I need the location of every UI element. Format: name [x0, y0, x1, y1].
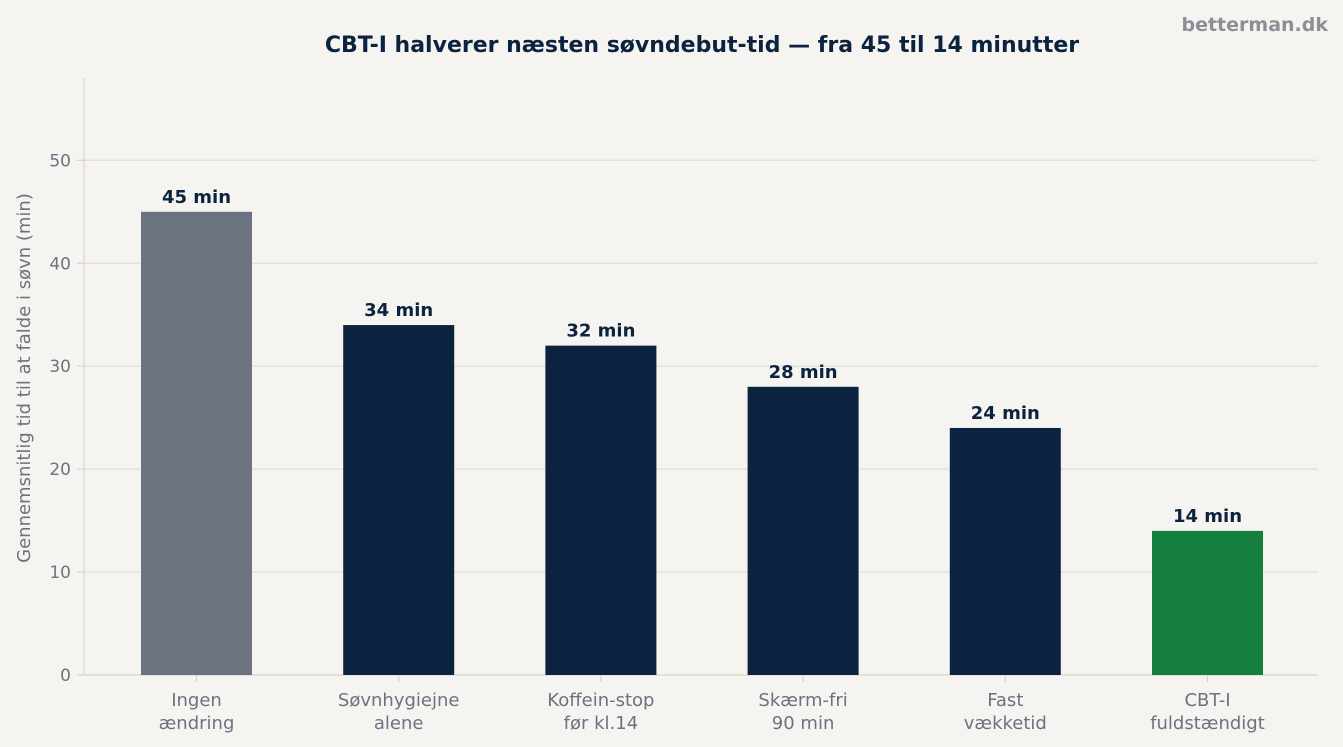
x-tick-label: før kl.14 [564, 713, 639, 734]
x-tick-label: CBT-I [1184, 690, 1230, 711]
x-tick-label: Søvnhygiejne [338, 690, 460, 711]
bar [343, 325, 455, 675]
bar [545, 345, 657, 675]
y-tick-label: 30 [49, 357, 71, 377]
x-tick-label: Koffein-stop [547, 690, 654, 711]
data-label: 28 min [769, 362, 838, 383]
y-axis-ticks: 0 10 20 30 40 50 [49, 151, 84, 686]
y-tick-label: 20 [49, 460, 71, 480]
y-tick-label: 10 [49, 563, 71, 583]
data-label: 34 min [364, 300, 433, 321]
bar [1152, 530, 1263, 675]
chart-title: CBT-I halverer næsten søvndebut-tid — fr… [325, 33, 1079, 58]
x-tick-label: Ingen [171, 690, 222, 711]
data-label: 24 min [971, 403, 1040, 424]
y-tick-label: 0 [60, 666, 71, 686]
x-tick-label: fuldstændigt [1150, 713, 1265, 734]
data-labels: 45 min 34 min 32 min 28 min 24 min 14 min [162, 187, 1242, 527]
bar [949, 427, 1061, 675]
y-tick-label: 40 [49, 254, 71, 274]
x-tick-label: vækketid [964, 713, 1047, 734]
bar [747, 386, 859, 675]
x-tick-label: Skærm-fri [758, 690, 847, 711]
data-label: 32 min [566, 321, 635, 342]
bars [141, 211, 1263, 675]
x-tick-label: Fast [987, 690, 1023, 711]
y-axis-label: Gennemsnitlig tid til at falde i søvn (m… [14, 193, 35, 563]
bar [141, 211, 252, 675]
axes [83, 78, 1318, 676]
gridlines [84, 159, 1318, 573]
y-tick-label: 50 [49, 151, 71, 171]
x-tick-label: 90 min [772, 713, 835, 734]
x-tick-label: ændring [159, 713, 235, 734]
x-tick-label: alene [374, 713, 424, 734]
data-label: 45 min [162, 187, 231, 208]
brand-watermark: betterman.dk [1181, 14, 1328, 36]
data-label: 14 min [1173, 506, 1242, 527]
